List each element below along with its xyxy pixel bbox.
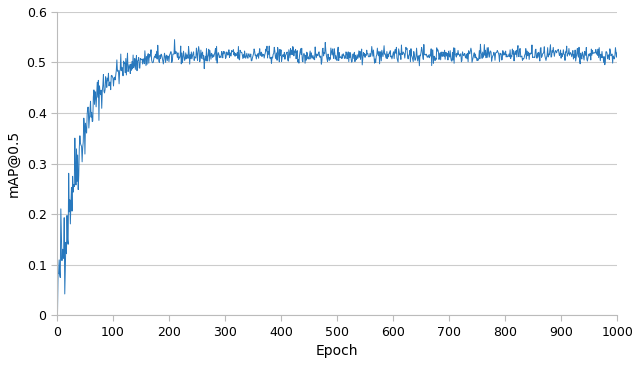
- X-axis label: Epoch: Epoch: [316, 344, 358, 358]
- Y-axis label: mAP@0.5: mAP@0.5: [7, 130, 21, 197]
